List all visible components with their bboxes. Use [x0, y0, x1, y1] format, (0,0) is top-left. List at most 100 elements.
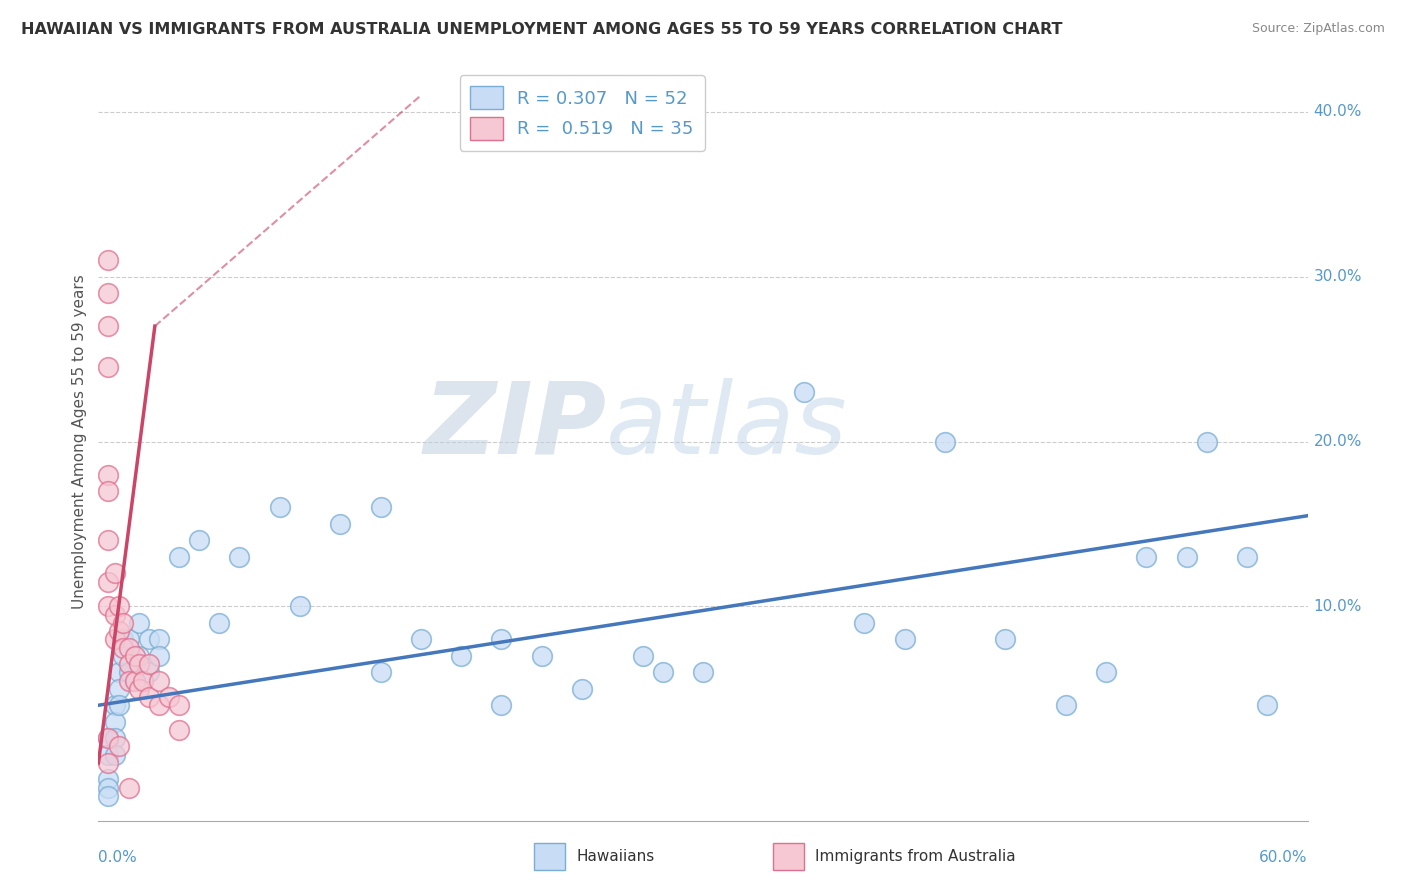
Point [97, 286, 120, 301]
Point [157, 690, 180, 704]
Point [1175, 549, 1198, 564]
Point [288, 599, 311, 614]
Point [111, 640, 134, 655]
Point [491, 632, 513, 647]
Point [128, 657, 150, 671]
Text: 60.0%: 60.0% [1260, 850, 1308, 865]
FancyBboxPatch shape [773, 843, 804, 870]
Point [97, 574, 120, 589]
Point [107, 681, 129, 696]
Point [103, 566, 125, 581]
Point [651, 665, 673, 680]
Point [631, 648, 654, 663]
Point [97, 467, 120, 482]
Point [692, 665, 714, 680]
Point [128, 648, 150, 663]
Point [138, 690, 160, 704]
Point [228, 549, 250, 564]
Point [107, 599, 129, 614]
Point [111, 615, 134, 630]
Point [148, 632, 170, 647]
Point [118, 673, 141, 688]
Point [853, 615, 876, 630]
Point [97, 360, 120, 375]
Point [148, 698, 170, 713]
Point [269, 500, 291, 515]
Point [103, 747, 125, 762]
Text: 40.0%: 40.0% [1313, 104, 1362, 120]
Point [128, 615, 150, 630]
Point [97, 731, 120, 746]
Point [793, 385, 815, 400]
Text: atlas: atlas [606, 378, 848, 475]
Point [491, 698, 513, 713]
Point [97, 747, 120, 762]
Point [167, 698, 190, 713]
Text: Immigrants from Australia: Immigrants from Australia [815, 849, 1017, 863]
Point [103, 632, 125, 647]
Point [1256, 698, 1278, 713]
Point [107, 665, 129, 680]
Point [103, 731, 125, 746]
Point [138, 632, 160, 647]
Point [118, 632, 141, 647]
Point [1095, 665, 1118, 680]
Point [97, 533, 120, 548]
Point [97, 780, 120, 795]
Point [188, 533, 211, 548]
Point [97, 483, 120, 498]
Point [208, 615, 231, 630]
Point [128, 681, 150, 696]
Point [97, 789, 120, 803]
Point [893, 632, 915, 647]
Point [148, 673, 170, 688]
Point [571, 681, 593, 696]
Point [118, 665, 141, 680]
Point [97, 253, 120, 268]
Point [1054, 698, 1077, 713]
Point [124, 673, 146, 688]
Point [994, 632, 1017, 647]
Point [329, 516, 352, 531]
Text: HAWAIIAN VS IMMIGRANTS FROM AUSTRALIA UNEMPLOYMENT AMONG AGES 55 TO 59 YEARS COR: HAWAIIAN VS IMMIGRANTS FROM AUSTRALIA UN… [21, 22, 1063, 37]
Point [111, 632, 134, 647]
Point [934, 434, 956, 449]
Y-axis label: Unemployment Among Ages 55 to 59 years: Unemployment Among Ages 55 to 59 years [72, 274, 87, 609]
Point [97, 731, 120, 746]
Point [167, 549, 190, 564]
Point [103, 607, 125, 622]
Text: Hawaiians: Hawaiians [576, 849, 655, 863]
Point [148, 648, 170, 663]
Point [1135, 549, 1157, 564]
Point [97, 772, 120, 787]
FancyBboxPatch shape [534, 843, 565, 870]
Point [107, 698, 129, 713]
Point [1195, 434, 1218, 449]
Point [530, 648, 553, 663]
Text: Source: ZipAtlas.com: Source: ZipAtlas.com [1251, 22, 1385, 36]
Point [111, 648, 134, 663]
Point [138, 657, 160, 671]
Point [409, 632, 432, 647]
Point [1236, 549, 1258, 564]
Point [132, 673, 155, 688]
Point [138, 665, 160, 680]
Text: 0.0%: 0.0% [98, 850, 138, 865]
Text: ZIP: ZIP [423, 378, 606, 475]
Point [103, 698, 125, 713]
Point [370, 665, 392, 680]
Point [107, 624, 129, 639]
Text: 10.0%: 10.0% [1313, 599, 1362, 614]
Point [370, 500, 392, 515]
Point [124, 648, 146, 663]
Point [167, 723, 190, 737]
Point [118, 640, 141, 655]
Point [103, 714, 125, 729]
Point [118, 780, 141, 795]
Point [97, 319, 120, 334]
Legend: R = 0.307   N = 52, R =  0.519   N = 35: R = 0.307 N = 52, R = 0.519 N = 35 [460, 75, 704, 151]
Point [107, 739, 129, 754]
Point [97, 756, 120, 770]
Point [97, 599, 120, 614]
Text: 30.0%: 30.0% [1313, 269, 1362, 285]
